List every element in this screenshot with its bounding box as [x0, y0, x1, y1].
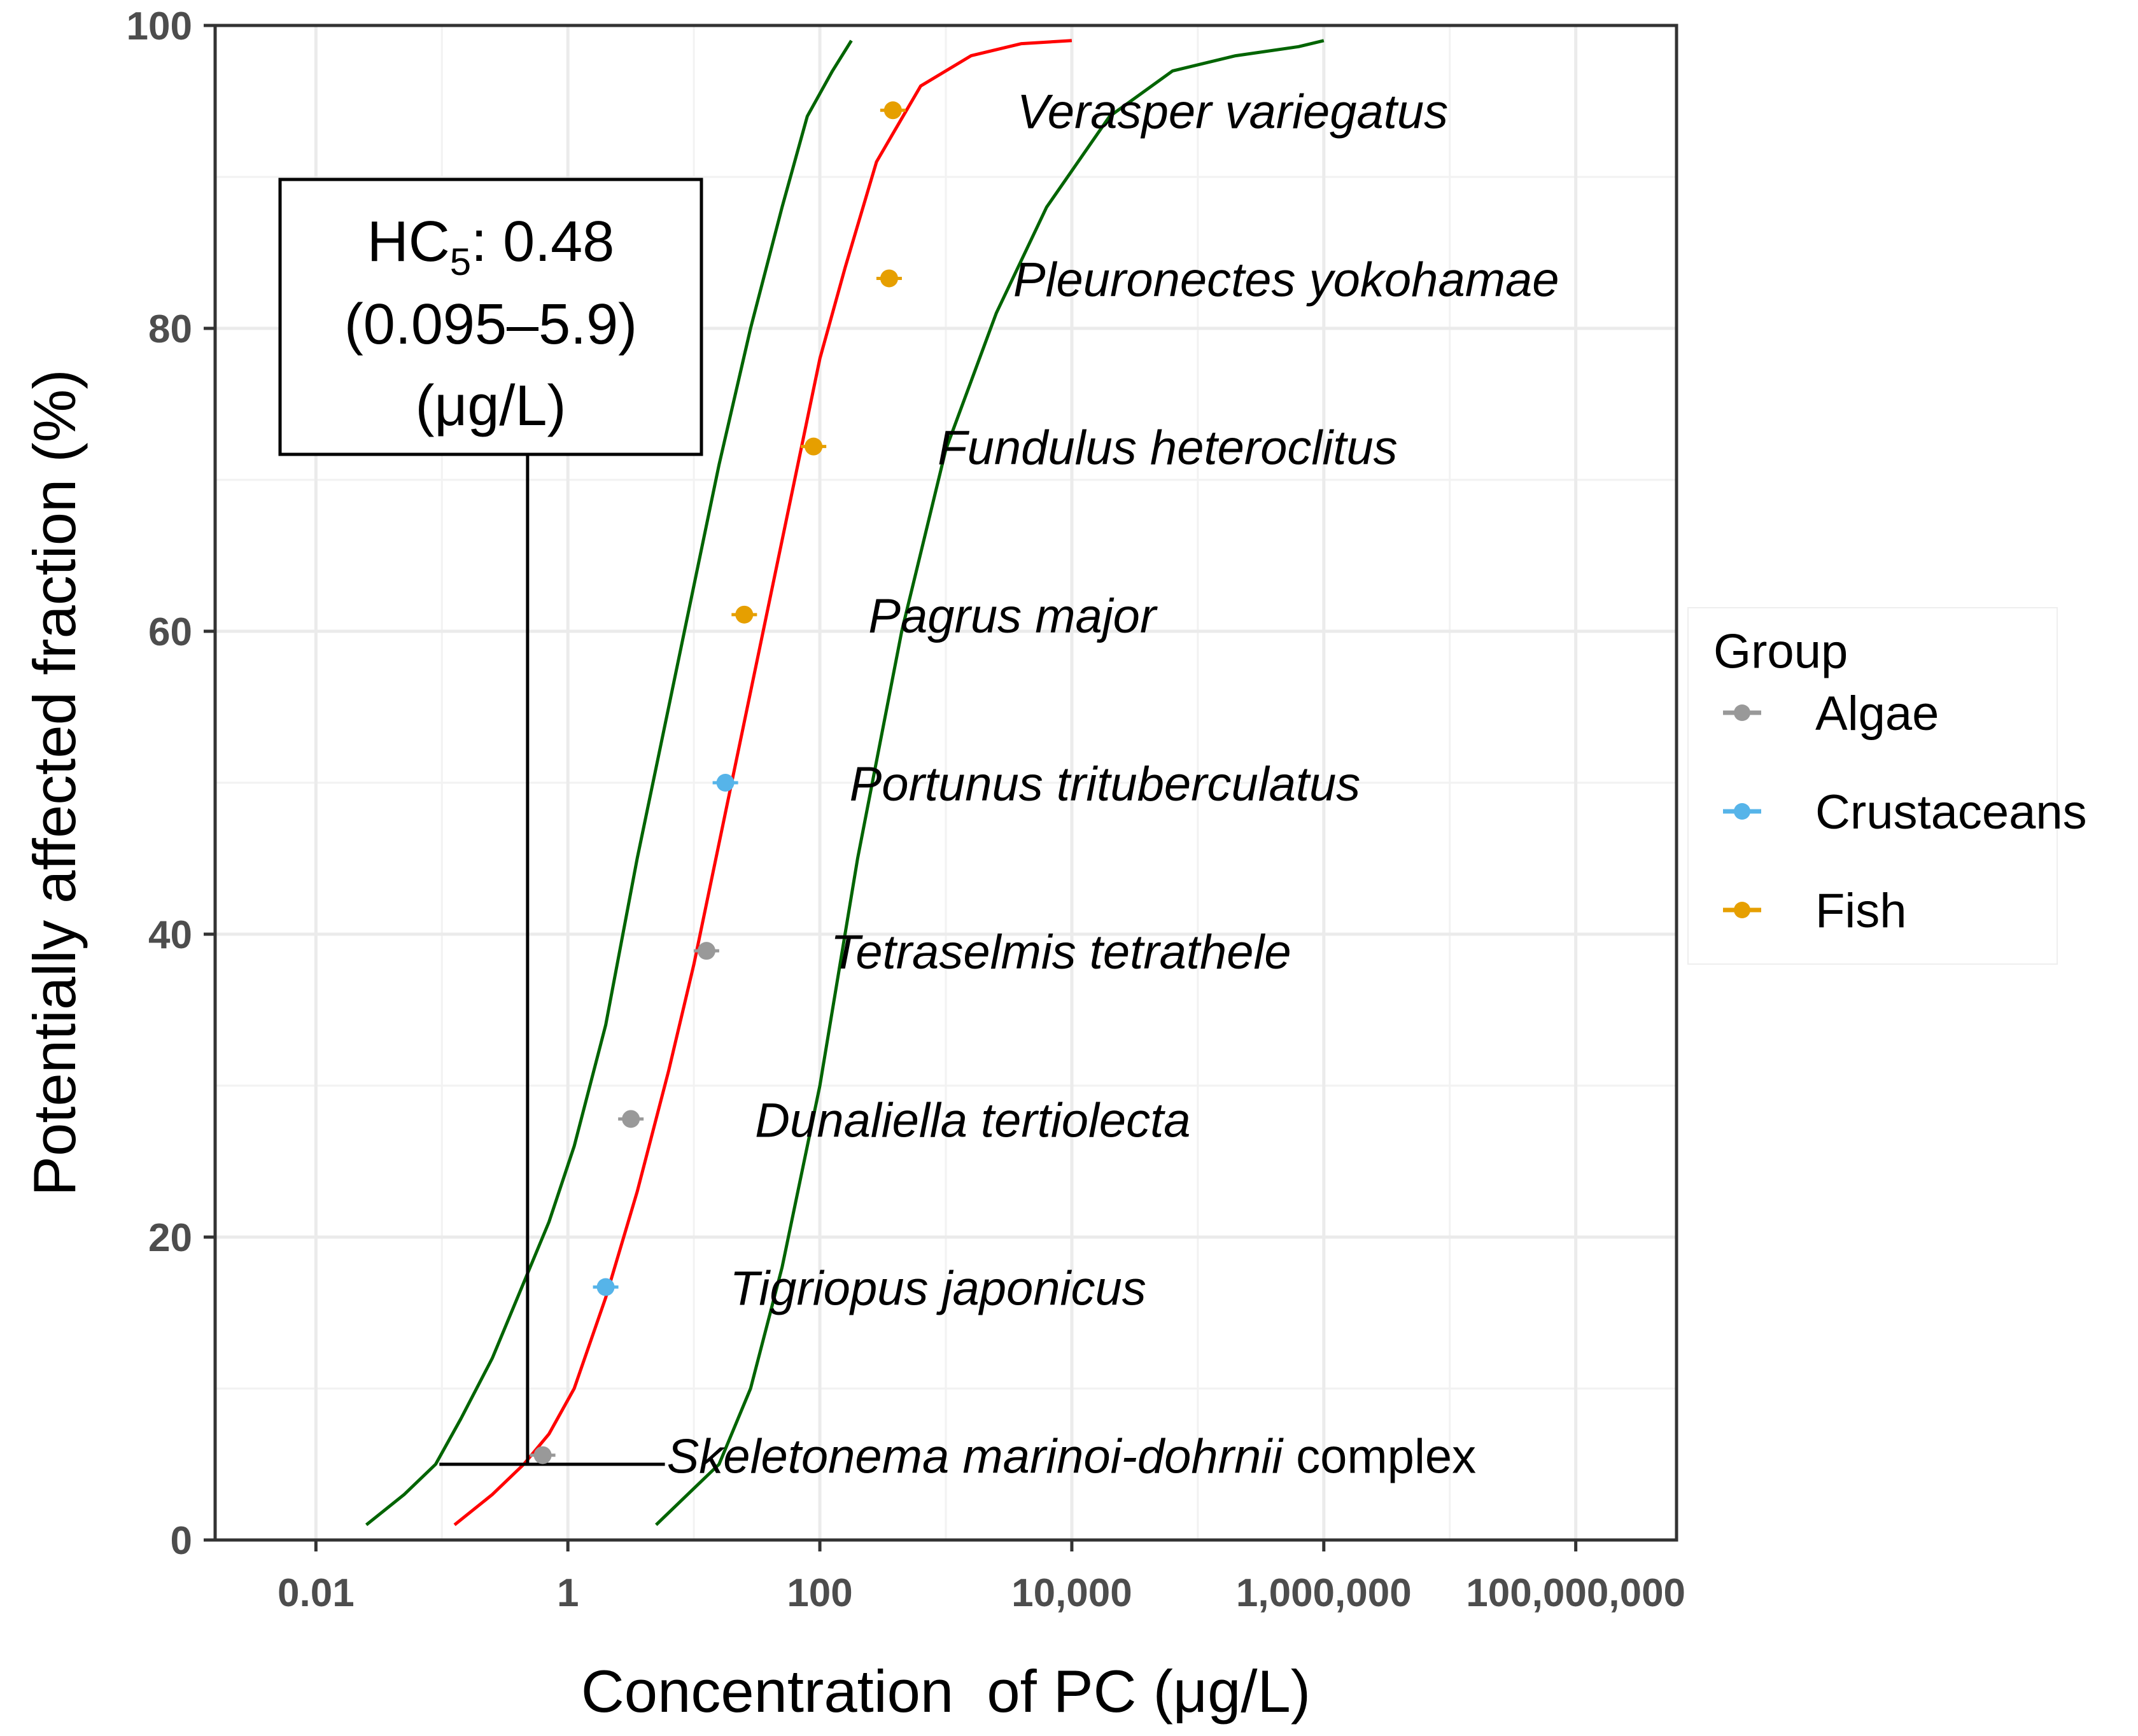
curve-lower-ci — [655, 39, 1325, 1527]
x-axis-ticks: 0.01 1 100 10,000 1,000,000 100,000,000 — [278, 1540, 1685, 1615]
legend-label: Crustaceans — [1815, 785, 2087, 839]
x-tick-label: 1 — [557, 1571, 579, 1615]
y-tick-label: 0 — [171, 1519, 192, 1563]
species-labels: Skeletonema marinoi-dohrnii complex Tigri… — [667, 85, 1559, 1483]
hc5-label-sub: 5 — [450, 241, 471, 283]
data-point — [880, 269, 898, 288]
x-tick-label: 0.01 — [278, 1571, 355, 1615]
species-label: Portunus trituberculatus — [850, 757, 1361, 811]
hc5-label-suffix: : 0.48 — [471, 210, 614, 274]
legend-key-dot — [1734, 902, 1750, 918]
data-point — [596, 1278, 615, 1296]
legend: Group Algae Crustaceans Fish — [1687, 607, 2087, 965]
legend-label: Algae — [1815, 687, 1939, 741]
species-label: Dunaliella tertiolecta — [755, 1093, 1190, 1147]
species-label: Pagrus major — [868, 589, 1158, 643]
curve-upper-ci — [365, 39, 853, 1527]
legend-box — [1687, 607, 2058, 965]
x-tick-label: 100 — [787, 1571, 852, 1615]
hc5-annotation: HC5: 0.48 (0.095–5.9) (μg/L) — [278, 178, 703, 1466]
species-name: Fundulus heteroclitus — [938, 421, 1397, 475]
y-tick-label: 40 — [148, 913, 192, 957]
data-point — [805, 437, 823, 456]
grid-minor — [215, 25, 1677, 1540]
data-point — [716, 774, 735, 792]
hc5-label-ci: (0.095–5.9) — [344, 293, 637, 356]
data-points — [530, 101, 906, 1464]
species-name: Pleuronectes yokohamae — [1013, 253, 1559, 307]
panel-border — [213, 24, 1678, 1542]
y-tick-label: 60 — [148, 610, 192, 654]
data-point — [622, 1110, 640, 1128]
hc5-box — [278, 178, 703, 456]
data-point — [533, 1446, 552, 1464]
legend-entries: Algae Crustaceans Fish — [1723, 687, 2087, 938]
species-label: Skeletonema marinoi-dohrnii complex — [667, 1430, 1476, 1484]
species-suffix: complex — [1283, 1430, 1476, 1484]
species-name: Tetraselmis tetrathele — [831, 925, 1291, 979]
hc5-label-prefix: HC — [367, 210, 450, 274]
legend-key-dot — [1734, 803, 1750, 820]
y-tick-label: 100 — [127, 4, 192, 48]
species-name: Pagrus major — [868, 589, 1158, 643]
y-tick-label: 20 — [148, 1216, 192, 1260]
species-label: Fundulus heteroclitus — [938, 421, 1397, 475]
species-name: Portunus trituberculatus — [850, 757, 1361, 811]
hc5-label-unit: (μg/L) — [416, 374, 566, 438]
y-axis-ticks: 0 20 40 60 80 100 — [127, 4, 215, 1563]
data-point — [735, 605, 754, 624]
data-point — [883, 101, 902, 120]
y-tick-label: 80 — [148, 307, 192, 351]
legend-title: Group — [1713, 624, 1848, 678]
species-name: Verasper variegatus — [1017, 85, 1448, 139]
species-name: Skeletonema marinoi-dohrnii — [667, 1430, 1284, 1484]
y-axis-title: Potentially affected fraction (%) — [21, 369, 88, 1196]
species-name: Dunaliella tertiolecta — [755, 1093, 1190, 1147]
species-label: Pleuronectes yokohamae — [1013, 253, 1559, 307]
species-label: Verasper variegatus — [1017, 85, 1448, 139]
x-tick-label: 100,000,000 — [1466, 1571, 1685, 1615]
legend-key-dot — [1734, 704, 1750, 721]
x-tick-label: 1,000,000 — [1236, 1571, 1412, 1615]
legend-label: Fish — [1815, 884, 1907, 938]
x-axis-title: Concentration of PC (μg/L) — [581, 1658, 1311, 1725]
species-label: Tetraselmis tetrathele — [831, 925, 1291, 979]
hc5-label-line1: HC5: 0.48 — [367, 210, 615, 283]
species-name: Tigriopus japonicus — [730, 1262, 1146, 1316]
species-label: Tigriopus japonicus — [730, 1262, 1146, 1316]
data-point — [697, 942, 715, 960]
x-tick-label: 10,000 — [1011, 1571, 1132, 1615]
